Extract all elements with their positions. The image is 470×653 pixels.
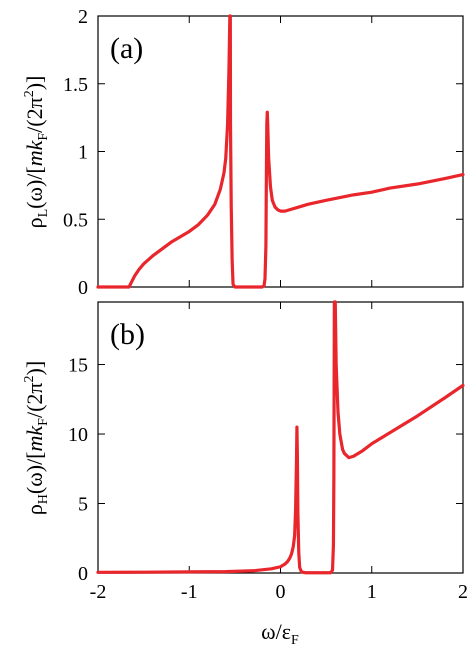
x-tick-label: 1 — [367, 581, 377, 603]
y-tick-label: 15 — [68, 355, 88, 377]
panel-label-a: (a) — [110, 32, 143, 65]
y-tick-label: 0 — [78, 563, 88, 585]
x-tick-label: -2 — [90, 581, 107, 603]
y-tick-labels-a: 0 0.5 1 1.5 2 — [63, 6, 88, 299]
y-tick-label: 2 — [78, 6, 88, 28]
y-tick-label: 10 — [68, 424, 88, 446]
x-axis-label: ω/εF — [261, 619, 299, 648]
y-tick-label: 5 — [78, 494, 88, 516]
x-tick-labels-b: -2 -1 0 1 2 — [90, 581, 468, 603]
panel-a: 0 0.5 1 1.5 2 (a) ρL(ω)/[mkF/(2π2)] — [22, 6, 465, 299]
panel-b: 0 5 10 15 -2 -1 0 1 2 (b) ρH(ω)/[mkF/(2π2)] ω/ε… — [22, 300, 468, 648]
y-tick-label: 0.5 — [63, 209, 88, 231]
y-tick-labels-b: 0 5 10 15 — [68, 355, 88, 585]
x-tick-label: 2 — [458, 581, 468, 603]
y-tick-label: 1.5 — [63, 74, 88, 96]
y-axis-label-a: ρL(ω)/[mkF/(2π2)] — [22, 76, 51, 229]
y-tick-label: 0 — [78, 277, 88, 299]
plot-frame-b — [97, 301, 464, 574]
x-tick-label: -1 — [181, 581, 198, 603]
series-line-a — [96, 14, 465, 289]
y-tick-label: 1 — [78, 142, 88, 164]
panel-label-b: (b) — [110, 318, 145, 351]
y-axis-label-b: ρH(ω)/[mkF/(2π2)] — [22, 361, 51, 515]
plot-frame-a — [97, 15, 464, 288]
x-tick-label: 0 — [276, 581, 286, 603]
series-line-b — [96, 300, 465, 575]
axis-ticks-b — [97, 302, 464, 574]
axis-ticks-a — [97, 15, 464, 288]
